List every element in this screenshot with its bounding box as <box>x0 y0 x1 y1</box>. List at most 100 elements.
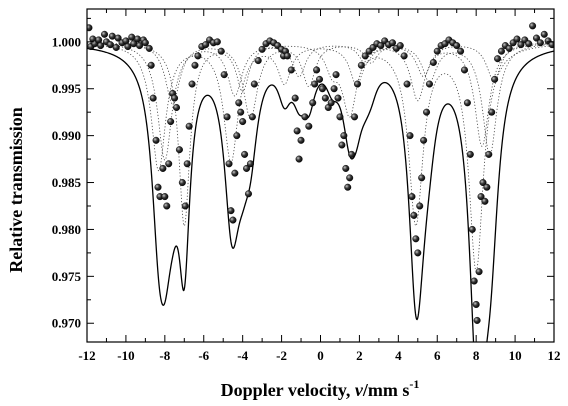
data-point <box>423 108 431 116</box>
data-point <box>416 202 424 210</box>
data-point <box>243 164 251 172</box>
data-point <box>412 235 420 243</box>
data-point <box>283 52 291 60</box>
data-point <box>173 103 181 111</box>
data-point <box>532 34 540 42</box>
data-point <box>191 61 199 69</box>
data-point <box>231 169 239 177</box>
data-point <box>540 30 548 38</box>
data-point <box>101 30 109 38</box>
data-point <box>185 122 193 130</box>
data-point <box>316 75 324 83</box>
data-point <box>410 211 418 219</box>
x-tick-label: 10 <box>509 348 522 363</box>
data-point <box>488 108 496 116</box>
data-point <box>418 174 426 182</box>
data-point <box>389 39 397 47</box>
data-point <box>217 47 225 55</box>
data-point <box>163 202 171 210</box>
data-point <box>149 94 157 102</box>
y-tick-label: 0.980 <box>52 222 81 237</box>
data-point <box>181 202 189 210</box>
data-point <box>529 22 537 30</box>
data-point <box>152 136 160 144</box>
data-point <box>477 193 485 201</box>
data-point <box>112 43 120 51</box>
data-point <box>470 277 478 285</box>
data-point <box>351 113 359 121</box>
data-point <box>463 99 471 107</box>
data-point <box>295 155 303 163</box>
fit-component-curve <box>87 42 554 227</box>
data-point <box>353 80 361 88</box>
data-point <box>491 75 499 83</box>
x-tick-label: -10 <box>117 348 134 363</box>
data-point <box>167 118 175 126</box>
data-point <box>301 113 309 121</box>
data-point <box>479 179 487 187</box>
data-point <box>106 41 114 49</box>
data-point <box>453 42 461 50</box>
data-point <box>154 183 162 191</box>
x-axis-title-unit: /mm s <box>362 380 410 400</box>
data-point <box>525 40 533 48</box>
data-point <box>244 190 252 198</box>
data-point <box>87 24 93 32</box>
data-point <box>406 132 414 140</box>
data-point <box>494 55 502 63</box>
data-point <box>336 113 344 121</box>
data-point <box>429 58 437 66</box>
data-point <box>183 160 191 168</box>
data-point <box>357 61 365 69</box>
x-tick-label: -2 <box>276 348 287 363</box>
data-point <box>297 136 305 144</box>
data-point <box>241 150 249 158</box>
data-point <box>194 52 202 60</box>
data-point <box>517 41 525 49</box>
data-point <box>134 35 142 43</box>
data-point <box>344 183 352 191</box>
data-point <box>128 33 136 41</box>
data-point <box>220 71 228 79</box>
x-axis-title-exponent: -1 <box>409 377 419 391</box>
y-tick-label: 0.990 <box>52 128 81 143</box>
y-tick-label: 0.970 <box>52 316 81 331</box>
fit-envelope-line <box>87 47 554 342</box>
data-point <box>250 80 258 88</box>
data-point <box>293 127 301 135</box>
data-point <box>145 44 153 52</box>
data-point <box>124 43 132 51</box>
data-point <box>460 66 468 74</box>
data-point <box>227 207 235 215</box>
data-point <box>457 47 465 55</box>
x-tick-label: 6 <box>434 348 441 363</box>
data-point <box>327 99 335 107</box>
data-point <box>505 44 513 52</box>
data-point <box>311 80 319 88</box>
data-point <box>485 150 493 158</box>
x-tick-label: 0 <box>317 348 324 363</box>
data-point <box>334 94 342 102</box>
data-point <box>147 61 155 69</box>
data-point <box>233 132 241 140</box>
data-point <box>246 160 254 168</box>
data-point <box>239 118 247 126</box>
x-axis-title: Doppler velocity, v/mm s-1 <box>221 377 420 400</box>
y-tick-label: 0.975 <box>52 269 82 284</box>
data-point <box>309 99 317 107</box>
data-point <box>377 42 385 50</box>
data-point <box>483 183 491 191</box>
data-point <box>258 45 266 53</box>
data-point <box>225 160 233 168</box>
data-point <box>342 164 350 172</box>
data-point <box>403 80 411 88</box>
data-point <box>159 164 167 172</box>
fit-component-curve <box>87 43 554 161</box>
data-point <box>235 99 243 107</box>
data-point <box>348 150 356 158</box>
data-point <box>497 47 505 55</box>
data-point <box>346 174 354 182</box>
data-point <box>171 94 179 102</box>
data-point <box>400 52 408 60</box>
